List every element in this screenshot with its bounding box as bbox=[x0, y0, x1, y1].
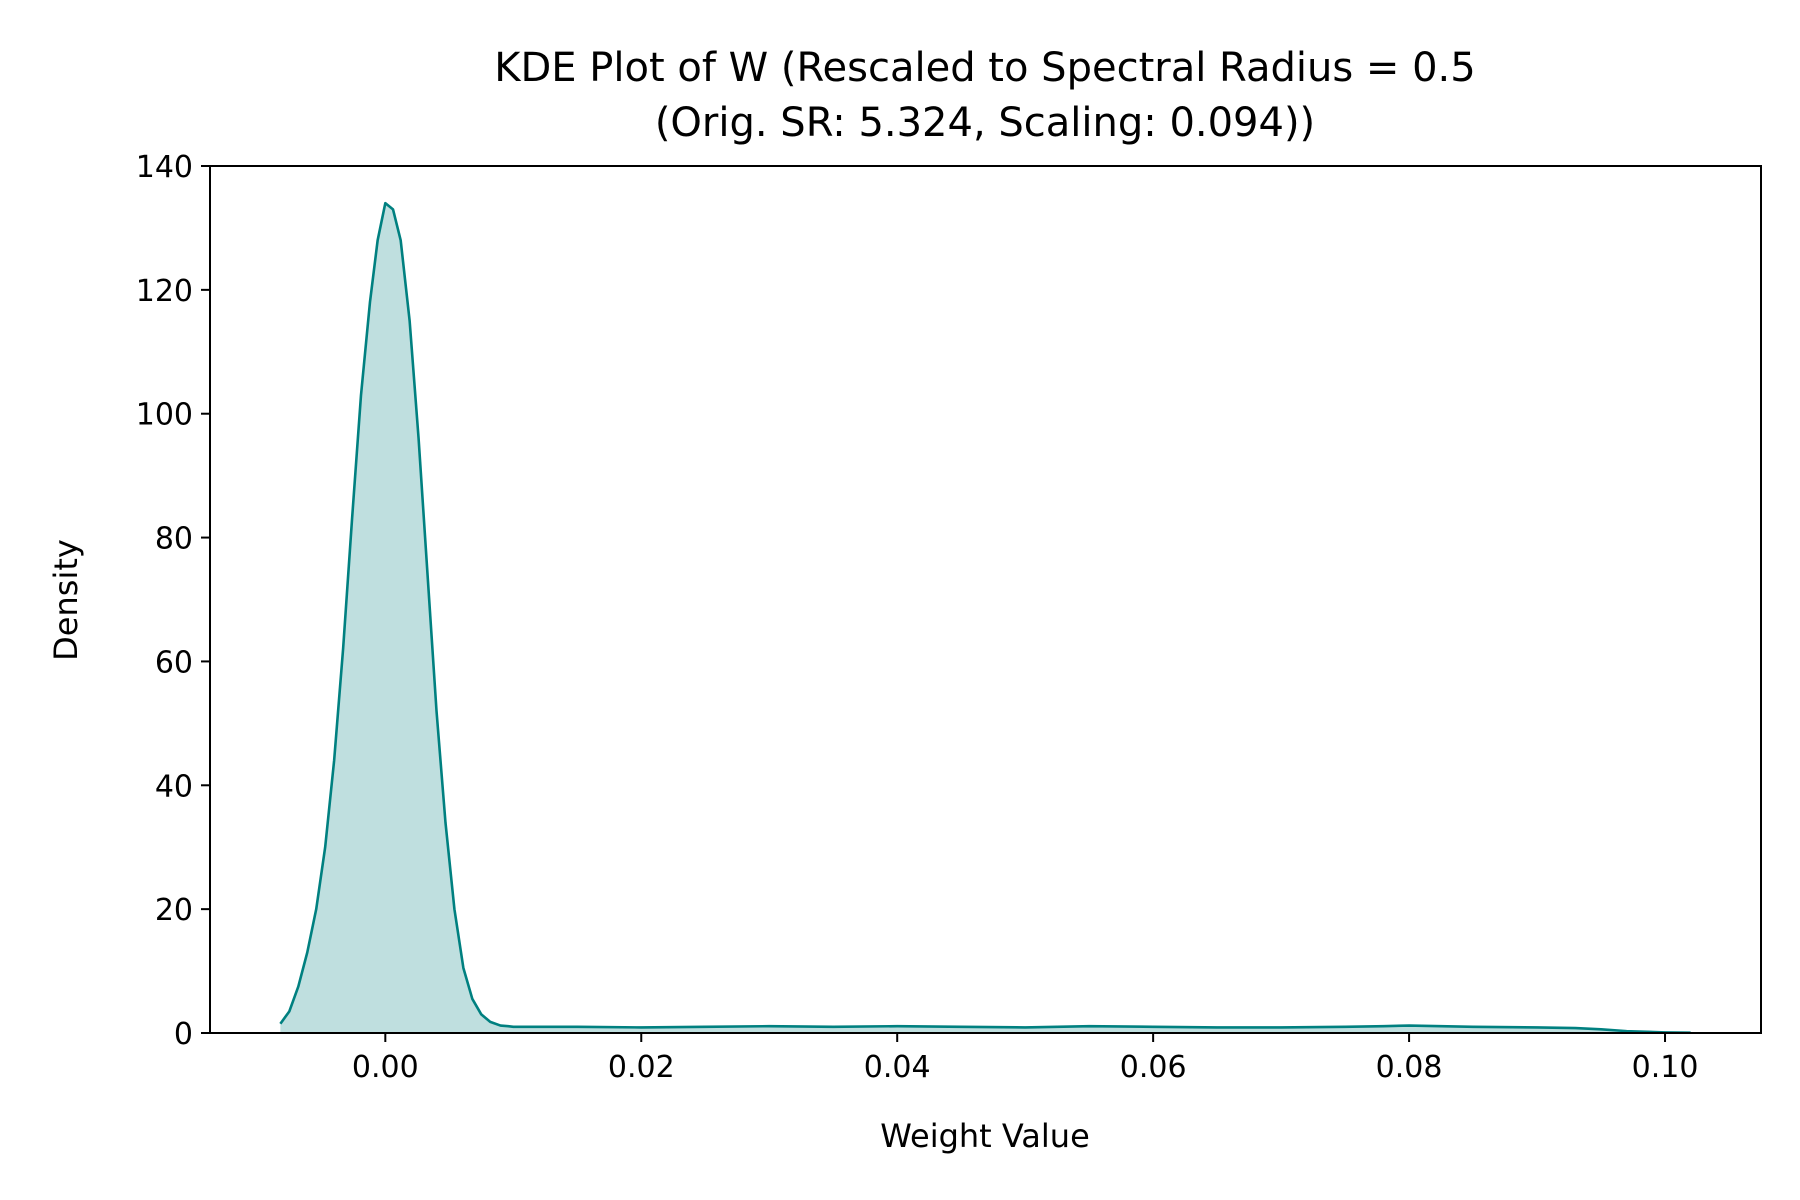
kde-fill-area bbox=[280, 203, 1691, 1033]
kde-density-line bbox=[279, 201, 1691, 1034]
y-tick-label: 100 bbox=[136, 398, 193, 433]
x-tick-label: 0.04 bbox=[864, 1050, 931, 1085]
y-tick-label: 120 bbox=[136, 274, 193, 309]
x-tick-label: 0.06 bbox=[1120, 1050, 1187, 1085]
y-tick-label: 80 bbox=[155, 522, 193, 557]
y-axis: 0 20 40 60 80 100 120 140 bbox=[136, 150, 210, 1052]
x-axis: 0.00 0.02 0.04 0.06 0.08 0.10 bbox=[352, 1033, 1698, 1085]
y-tick-label: 40 bbox=[155, 769, 193, 804]
chart-title-line-1: KDE Plot of W (Rescaled to Spectral Radi… bbox=[494, 45, 1475, 91]
axes-frame bbox=[209, 165, 1762, 1034]
x-tick-label: 0.10 bbox=[1632, 1050, 1699, 1085]
x-tick-label: 0.00 bbox=[352, 1050, 419, 1085]
x-tick-label: 0.08 bbox=[1376, 1050, 1443, 1085]
x-axis-label: Weight Value bbox=[880, 1117, 1090, 1155]
y-tick-label: 0 bbox=[174, 1017, 193, 1052]
plot-area bbox=[279, 201, 1691, 1034]
y-tick-label: 60 bbox=[155, 645, 193, 680]
x-tick-label: 0.02 bbox=[608, 1050, 675, 1085]
y-axis-label: Density bbox=[47, 539, 85, 661]
chart-title-line-2: (Orig. SR: 5.324, Scaling: 0.094)) bbox=[655, 100, 1315, 146]
y-tick-label: 140 bbox=[136, 150, 193, 185]
y-tick-label: 20 bbox=[155, 893, 193, 928]
